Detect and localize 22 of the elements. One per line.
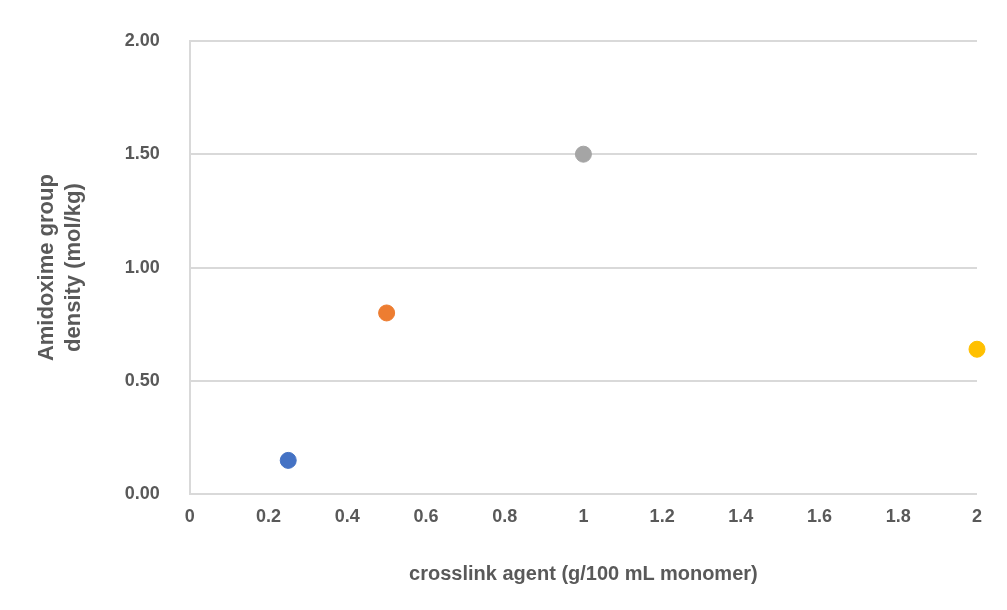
x-tick-label: 0 [184, 506, 195, 527]
point [574, 145, 592, 163]
point [279, 451, 297, 469]
x-tick-label: 0.8 [492, 506, 518, 527]
y-tick-label: 1.50 [124, 143, 160, 164]
x-tick-label: 1 [578, 506, 589, 527]
x-tick-label: 1.8 [885, 506, 911, 527]
x-axis-title: crosslink agent (g/100 mL monomer) [409, 561, 758, 584]
point [968, 340, 986, 358]
x-tick-label: 1.4 [728, 506, 754, 527]
point [378, 304, 396, 322]
x-tick-label: 1.2 [649, 506, 675, 527]
y-tick-label: 1.00 [124, 256, 160, 277]
x-tick-label: 0.4 [334, 506, 360, 527]
y-tick-label: 0.00 [124, 483, 160, 504]
x-tick-label: 1.6 [807, 506, 833, 527]
y-tick-label: 0.50 [124, 369, 160, 390]
y-axis-title: Amidoxime group density (mol/kg) [33, 174, 85, 362]
y-tick-label: 2.00 [124, 29, 160, 50]
x-tick-label: 0.2 [256, 506, 282, 527]
x-tick-label: 0.6 [413, 506, 439, 527]
x-tick-label: 2 [971, 506, 983, 527]
